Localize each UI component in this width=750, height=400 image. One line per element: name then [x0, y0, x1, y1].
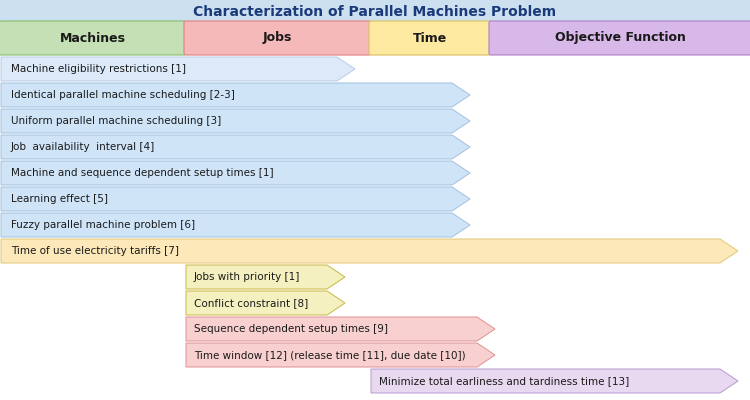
Polygon shape — [1, 57, 355, 81]
Text: Minimize total earliness and tardiness time [13]: Minimize total earliness and tardiness t… — [379, 376, 629, 386]
FancyBboxPatch shape — [489, 21, 750, 55]
Polygon shape — [186, 265, 345, 289]
Polygon shape — [186, 343, 495, 367]
Polygon shape — [1, 213, 470, 237]
Text: Identical parallel machine scheduling [2-3]: Identical parallel machine scheduling [2… — [11, 90, 235, 100]
Polygon shape — [371, 369, 738, 393]
Polygon shape — [186, 317, 495, 341]
FancyBboxPatch shape — [184, 21, 371, 55]
Text: Time: Time — [413, 32, 447, 44]
Polygon shape — [1, 135, 470, 159]
Text: Time of use electricity tariffs [7]: Time of use electricity tariffs [7] — [11, 246, 179, 256]
Text: Machine and sequence dependent setup times [1]: Machine and sequence dependent setup tim… — [11, 168, 274, 178]
Polygon shape — [1, 109, 470, 133]
Text: Machine eligibility restrictions [1]: Machine eligibility restrictions [1] — [11, 64, 186, 74]
Polygon shape — [1, 187, 470, 211]
Text: Fuzzy parallel machine problem [6]: Fuzzy parallel machine problem [6] — [11, 220, 195, 230]
FancyBboxPatch shape — [0, 21, 186, 55]
Text: Jobs: Jobs — [262, 32, 292, 44]
Polygon shape — [1, 83, 470, 107]
Text: Characterization of Parallel Machines Problem: Characterization of Parallel Machines Pr… — [194, 5, 556, 19]
FancyBboxPatch shape — [369, 21, 491, 55]
Text: Time window [12] (release time [11], due date [10]): Time window [12] (release time [11], due… — [194, 350, 466, 360]
Text: Machines: Machines — [59, 32, 125, 44]
FancyBboxPatch shape — [0, 0, 750, 25]
Polygon shape — [1, 161, 470, 185]
Text: Learning effect [5]: Learning effect [5] — [11, 194, 108, 204]
Polygon shape — [1, 239, 738, 263]
Text: Objective Function: Objective Function — [554, 32, 686, 44]
Text: Conflict constraint [8]: Conflict constraint [8] — [194, 298, 308, 308]
Text: Jobs with priority [1]: Jobs with priority [1] — [194, 272, 300, 282]
Polygon shape — [186, 291, 345, 315]
Text: Job  availability  interval [4]: Job availability interval [4] — [11, 142, 155, 152]
Text: Uniform parallel machine scheduling [3]: Uniform parallel machine scheduling [3] — [11, 116, 221, 126]
Text: Sequence dependent setup times [9]: Sequence dependent setup times [9] — [194, 324, 388, 334]
